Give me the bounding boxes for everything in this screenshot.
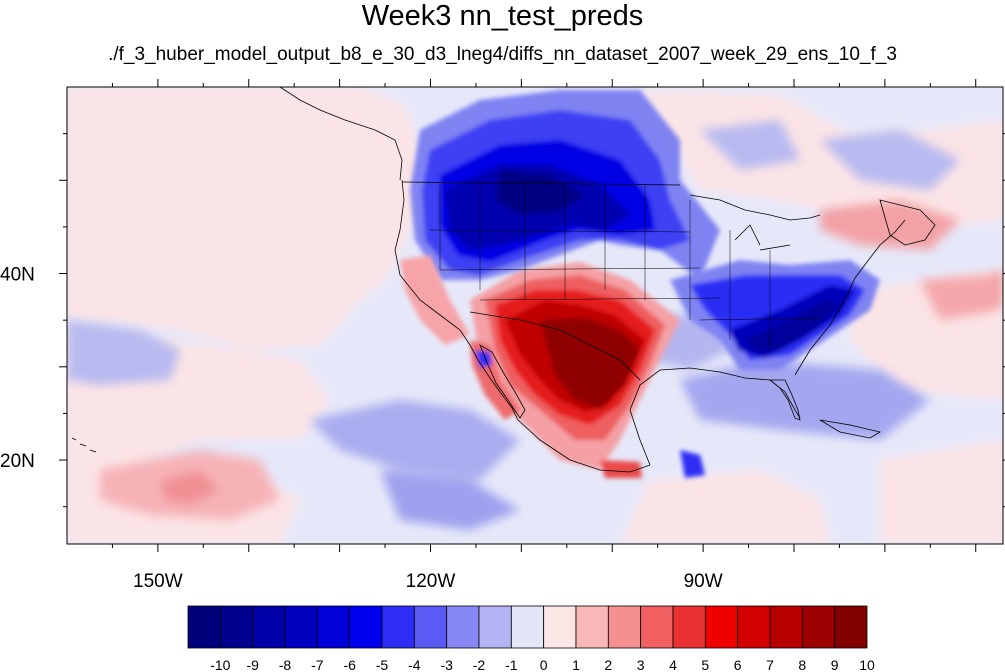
colorbar-swatch	[284, 605, 318, 649]
colorbar-swatch	[704, 605, 739, 649]
boundaries	[71, 87, 936, 473]
colorbar-swatch	[446, 605, 480, 649]
colorbar-swatch	[801, 605, 836, 649]
plot-frame	[66, 86, 1004, 545]
mexico-west	[517, 419, 651, 473]
colorbar-label: 10	[859, 657, 875, 672]
lat-tick-label: 40N	[0, 265, 35, 286]
cuba	[819, 419, 882, 439]
canada-border	[401, 181, 681, 186]
colorbar-swatch	[607, 605, 642, 649]
colorbar-label: 0	[540, 657, 548, 672]
page-subtitle: ./f_3_huber_model_output_b8_e_30_d3_lneg…	[108, 44, 897, 65]
colorbar-label: 1	[572, 657, 580, 672]
baja	[479, 344, 526, 419]
colorbar-label: 4	[669, 657, 677, 672]
florida	[768, 379, 801, 421]
lon-axis: 150W 120W 90W	[111, 79, 977, 592]
colorbar-swatch	[834, 605, 868, 649]
lat-tick-label: 20N	[0, 451, 35, 472]
colorbar-label: -10	[210, 657, 230, 672]
colorbar-swatch	[316, 605, 351, 649]
colorbar-swatch	[640, 605, 674, 649]
colorbar-swatch	[187, 605, 221, 649]
colorbar-label: 5	[701, 657, 709, 672]
colorbar-label: 9	[831, 657, 839, 672]
page-title: Week3 nn_test_preds	[361, 0, 644, 32]
colorbar-swatch	[219, 605, 254, 649]
colorbar-swatch	[769, 605, 803, 649]
colorbar-label: -5	[376, 657, 389, 672]
anomaly-field	[67, 87, 1003, 544]
colorbar: -10 -9 -8 -7 -6 -5 -4 -3 -2 -1 0 1 2 3 4 5 6 7 8 9 10	[187, 605, 875, 672]
great-lakes	[689, 194, 821, 251]
colorbar-label: 6	[734, 657, 742, 672]
colorbar-swatch	[672, 605, 706, 649]
state-grid	[429, 185, 821, 350]
gulf-coast	[629, 367, 801, 466]
positive-zones	[100, 200, 1003, 520]
east-coast	[794, 219, 906, 376]
colorbar-label: 8	[798, 657, 806, 672]
colorbar-label: 3	[637, 657, 645, 672]
lon-tick-label: 120W	[406, 571, 456, 592]
colorbar-swatch	[349, 605, 383, 649]
colorbar-swatch	[413, 605, 448, 649]
colorbar-swatch	[381, 605, 415, 649]
colorbar-label: -9	[246, 657, 259, 672]
southeast-cold-anomaly	[670, 260, 880, 478]
alaska-coast	[279, 87, 403, 181]
colorbar-label: 2	[604, 657, 612, 672]
colorbar-swatch	[510, 605, 545, 649]
colorbar-label: -7	[311, 657, 324, 672]
lat-axis: 40N 20N	[0, 133, 1005, 508]
hudson-bay	[879, 199, 936, 246]
colorbar-swatch	[575, 605, 609, 649]
colorbar-label: -8	[279, 657, 292, 672]
colorbar-label: 7	[766, 657, 774, 672]
lon-tick-label: 150W	[133, 571, 183, 592]
colorbar-swatch	[737, 605, 771, 649]
lon-tick-label: 90W	[684, 571, 723, 592]
colorbar-label: -3	[440, 657, 453, 672]
colorbar-swatch	[252, 605, 286, 649]
colorbar-label: -1	[505, 657, 518, 672]
colorbar-label: -4	[408, 657, 421, 672]
mexico-border	[469, 311, 641, 381]
colorbar-swatch	[478, 605, 512, 649]
colorbar-label: -6	[343, 657, 356, 672]
west-coast	[394, 179, 519, 421]
hawaii	[71, 437, 97, 453]
colorbar-swatch	[543, 605, 577, 649]
colorbar-label: -2	[473, 657, 486, 672]
